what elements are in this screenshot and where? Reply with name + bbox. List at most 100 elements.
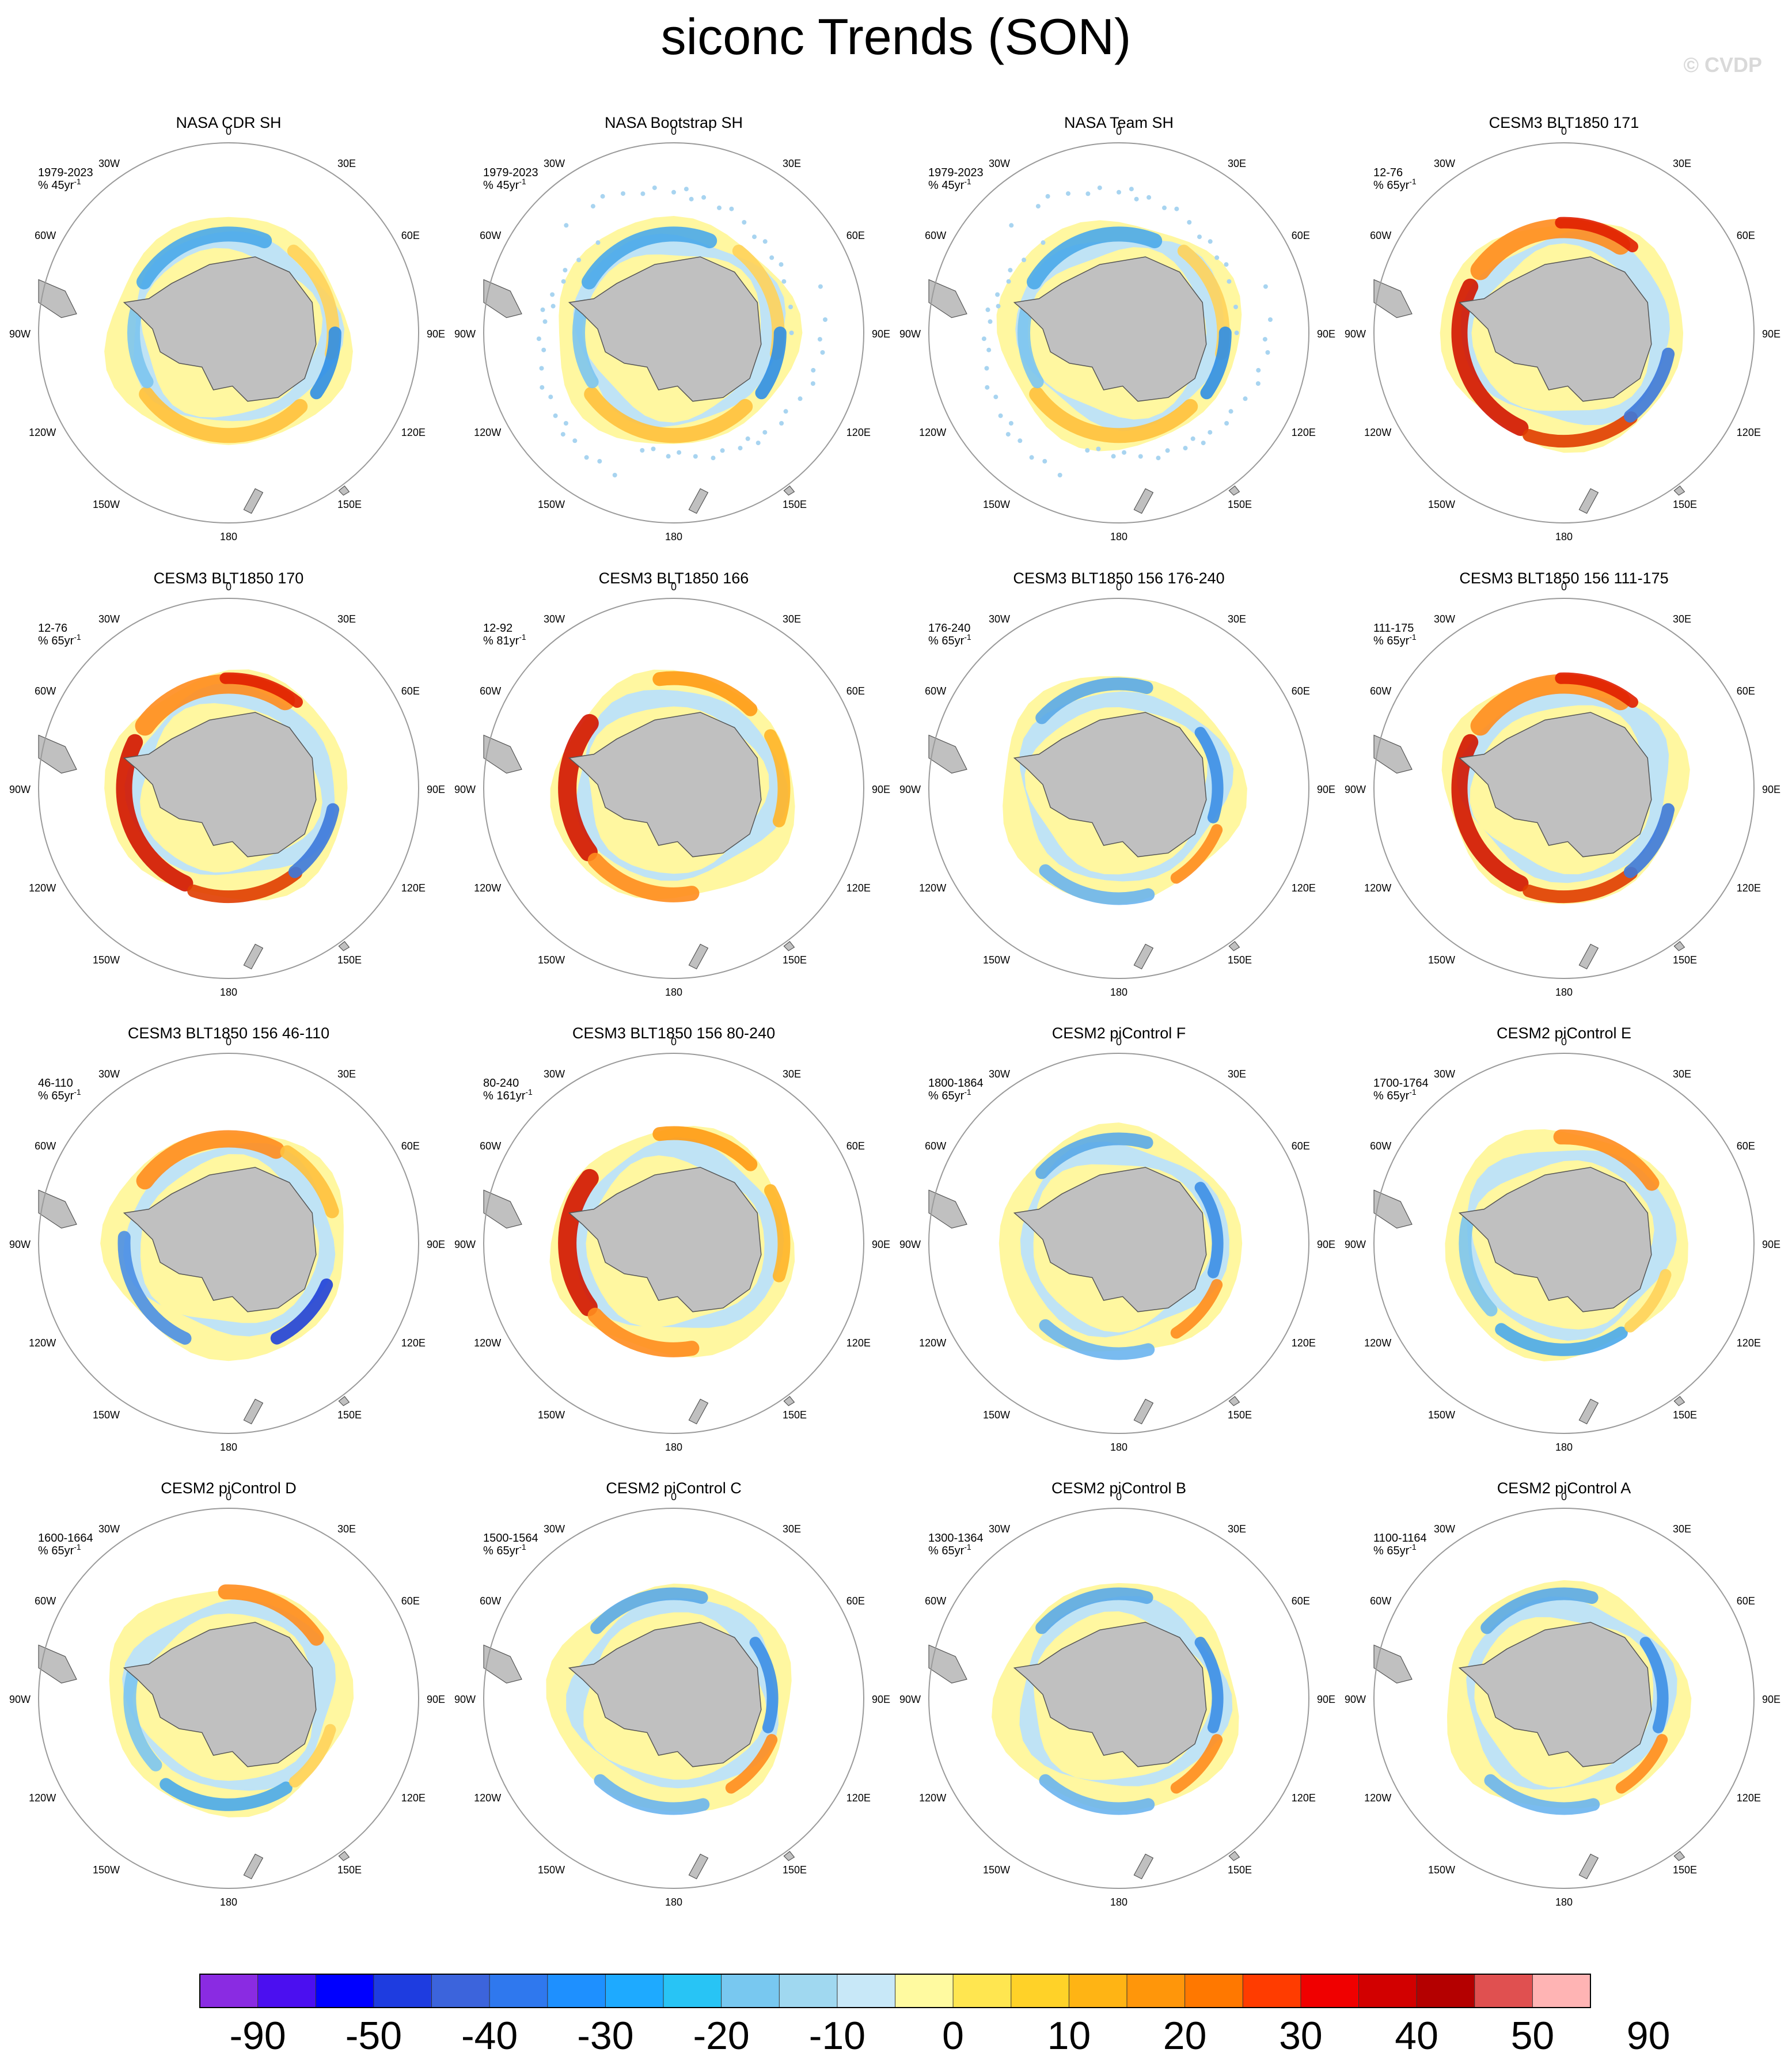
trend-dot [779, 421, 784, 426]
watermark: © CVDP [1683, 53, 1762, 77]
trend-band [1170, 824, 1223, 884]
longitude-label: 60W [480, 685, 501, 697]
longitude-label: 150W [538, 1864, 565, 1876]
trend-band [127, 302, 154, 389]
trend-dot [621, 191, 625, 196]
trend-band [1480, 1587, 1599, 1634]
trend-dot [584, 455, 589, 460]
colorbar-swatch [837, 1974, 896, 2008]
longitude-label: 30E [783, 158, 801, 169]
trend-band [572, 302, 599, 389]
trend-band [1495, 1323, 1628, 1356]
panel-title: NASA CDR SH [176, 114, 281, 131]
longitude-label: 150E [1228, 499, 1252, 510]
colorbar-swatch [605, 1974, 665, 2008]
colorbar-label: -50 [346, 2014, 402, 2058]
antarctica-landmass [568, 1167, 762, 1312]
trend-dot [651, 446, 656, 451]
trend-band [584, 386, 753, 443]
longitude-label: 30E [1673, 158, 1691, 169]
trend-band [1623, 803, 1675, 878]
longitude-label: 180 [665, 531, 682, 542]
longitude-label: 30W [98, 1523, 120, 1535]
longitude-label: 0 [1116, 581, 1122, 593]
trend-dot [1187, 220, 1192, 225]
trend-band [1035, 1132, 1153, 1179]
new-zealand [688, 943, 709, 970]
longitude-label: 180 [1110, 531, 1127, 542]
trend-band [1029, 386, 1198, 443]
longitude-label: 30W [544, 158, 565, 169]
longitude-label: 0 [671, 581, 677, 593]
trend-dot [823, 317, 827, 322]
longitude-label: 30E [1228, 158, 1246, 169]
trend-band [139, 386, 308, 443]
trend-dot [590, 204, 595, 209]
map-boundary [38, 142, 419, 523]
longitude-label: 120W [474, 1337, 501, 1349]
map-boundary [928, 1508, 1309, 1889]
longitude-label: 150E [783, 1864, 807, 1876]
longitude-label: 90E [1317, 1239, 1335, 1250]
trend-dot [652, 185, 657, 191]
longitude-label: 150E [337, 954, 362, 966]
antarctica-landmass [123, 256, 317, 402]
new-zealand [688, 1853, 709, 1880]
antarctica-landmass [1458, 1167, 1652, 1312]
longitude-label: 120W [1364, 1792, 1391, 1804]
tasmania [1228, 941, 1240, 951]
antarctica-landmass [568, 256, 762, 402]
longitude-label: 180 [1555, 1441, 1573, 1453]
colorbar-label: 40 [1395, 2014, 1438, 2058]
longitude-label: 60W [925, 230, 946, 241]
trend-dot [779, 262, 784, 267]
panel-units: % 161yr-1 [483, 1087, 533, 1102]
trend-dot [561, 279, 566, 284]
trend-band [218, 1584, 324, 1646]
longitude-label: 150E [1228, 954, 1252, 966]
panel-period: 80-240 [483, 1077, 519, 1090]
tasmania [783, 1396, 795, 1406]
trend-dot [810, 381, 815, 386]
south-america-tip [1373, 1189, 1413, 1229]
trend-dot [1085, 191, 1091, 196]
longitude-label: 150W [538, 954, 565, 966]
trend-dot [1243, 396, 1248, 401]
trend-band [288, 1724, 336, 1788]
longitude-label: 150E [783, 499, 807, 510]
longitude-label: 120E [1737, 427, 1761, 438]
colorbar-label: -30 [577, 2014, 633, 2058]
map-panel: CESM3 BLT1850 156 80-240 80-240% 161yr-1 0… [454, 1025, 890, 1453]
longitude-label: 150W [93, 1409, 120, 1421]
panel-units: % 45yr-1 [483, 177, 526, 192]
longitude-label: 150E [783, 1409, 807, 1421]
colorbar-swatch [663, 1974, 722, 2008]
trend-dot [689, 196, 694, 202]
trend-band [558, 714, 599, 862]
longitude-label: 150E [337, 1409, 362, 1421]
colorbar-swatch [547, 1974, 606, 2008]
trend-band [582, 226, 717, 290]
trend-band [1039, 864, 1155, 905]
longitude-label: 120W [29, 1337, 56, 1349]
panel-period: 1500-1564 [483, 1532, 538, 1545]
trend-band [1555, 672, 1638, 708]
longitude-label: 120E [846, 427, 871, 438]
longitude-label: 30W [989, 158, 1010, 169]
trend-dot [988, 319, 993, 324]
panel-title: CESM2 piControl B [1051, 1479, 1186, 1497]
trend-dot [1006, 279, 1011, 284]
longitude-label: 120E [846, 1792, 871, 1804]
trend-band [755, 327, 787, 400]
trend-dot [811, 367, 816, 373]
longitude-label: 150W [1428, 1864, 1455, 1876]
longitude-label: 0 [671, 1036, 677, 1048]
panel-title: CESM2 piControl E [1497, 1025, 1631, 1042]
longitude-label: 0 [226, 581, 231, 593]
longitude-label: 150W [983, 499, 1010, 510]
tasmania [783, 941, 795, 951]
longitude-label: 120W [1364, 882, 1391, 894]
longitude-label: 150W [1428, 954, 1455, 966]
panel-period: 12-92 [483, 622, 512, 635]
